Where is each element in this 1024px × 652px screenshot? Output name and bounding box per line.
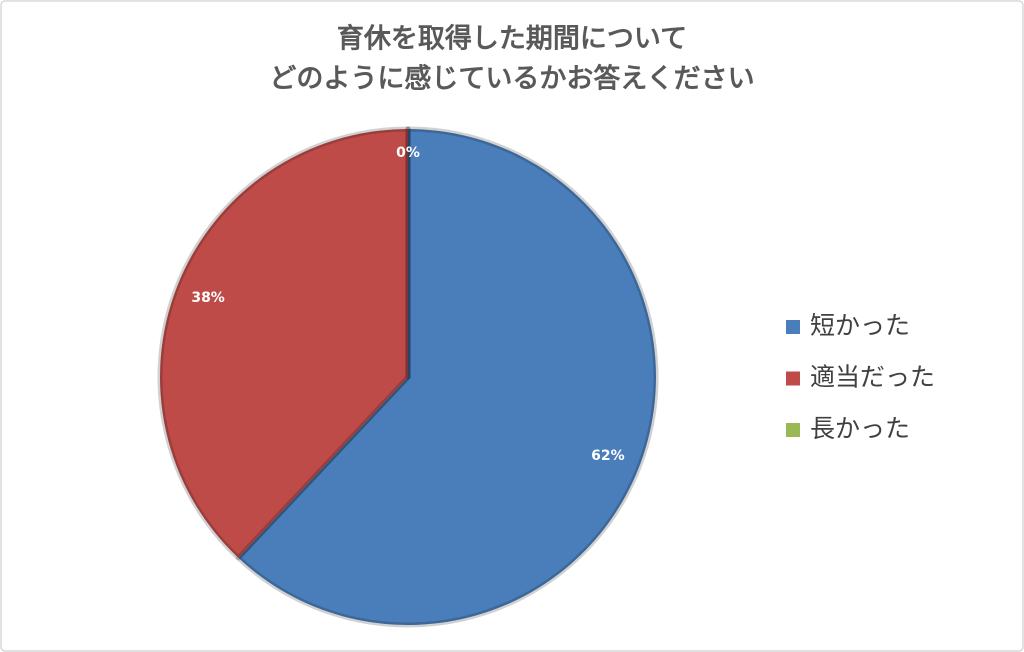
- chart-title: どのように感じているかお答えください: [269, 63, 754, 95]
- data-label: 38%: [191, 290, 225, 306]
- legend-label: 短かった: [810, 311, 910, 340]
- legend-label: 適当だった: [810, 363, 935, 392]
- legend-label: 長かった: [810, 414, 910, 443]
- slice-edge: [157, 126, 411, 561]
- legend-swatch: [786, 371, 800, 386]
- slice-edge: [235, 126, 659, 628]
- data-label: 0%: [396, 145, 420, 161]
- legend-swatch: [786, 320, 800, 334]
- pie-slice: [159, 129, 408, 558]
- data-label: 62%: [591, 448, 625, 464]
- chart-title: 育休を取得した期間について: [337, 23, 687, 55]
- legend-swatch: [786, 423, 800, 437]
- pie-slice: [238, 129, 656, 625]
